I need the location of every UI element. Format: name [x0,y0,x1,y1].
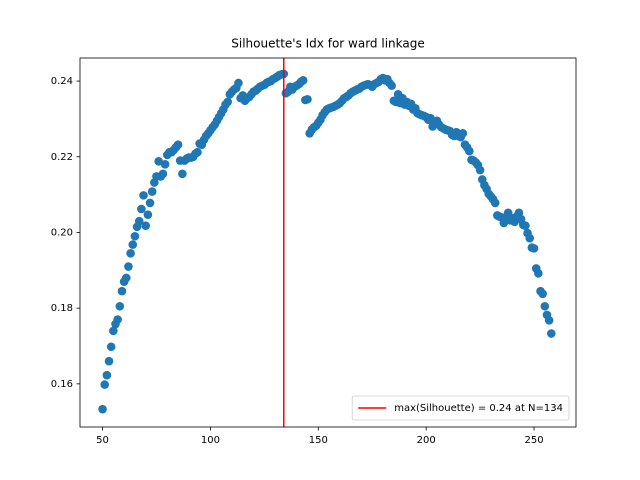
x-tick-label: 200 [417,435,436,446]
point [154,157,163,166]
point [130,231,140,241]
point [475,165,485,175]
point [117,286,127,296]
point [106,342,116,352]
point [98,404,107,414]
point [178,169,187,179]
point [128,240,138,249]
point [544,315,554,325]
chart-title: Silhouette's Idx for ward linkage [231,37,424,51]
y-tick-label: 0.16 [51,379,73,390]
point [298,76,308,85]
legend-label: max(Silhouette) = 0.24 at N=134 [394,403,563,414]
point [525,233,535,243]
point [534,269,543,278]
point [145,198,155,208]
x-tick-label: 250 [524,435,543,446]
point [234,78,243,88]
point [113,315,122,324]
point [134,216,144,226]
point [124,262,133,271]
point [100,380,110,389]
point [104,356,114,366]
point [540,301,550,311]
point [121,273,131,283]
point [141,221,150,230]
x-tick-label: 50 [96,435,109,446]
point [109,326,118,336]
point [147,187,157,196]
point [223,97,232,107]
y-tick-label: 0.18 [51,303,73,314]
point [126,248,135,258]
point [521,221,530,230]
point [158,169,168,179]
y-tick-label: 0.24 [51,76,73,87]
axes-frame [79,57,577,428]
point [458,129,468,138]
point [173,140,183,149]
y-tick-label: 0.22 [51,152,73,163]
point [538,289,547,299]
point [102,370,112,380]
point [490,198,500,208]
point [465,146,474,156]
point [387,81,396,90]
point [115,301,125,311]
point [139,191,148,200]
point [546,329,556,338]
x-tick-label: 150 [309,435,328,446]
point [529,244,539,253]
point [143,210,153,219]
point [137,204,146,214]
y-tick-label: 0.20 [51,227,73,238]
point [193,147,202,157]
point [303,94,312,104]
x-tick-label: 100 [201,435,220,446]
legend-box [351,395,570,421]
point [160,160,170,169]
